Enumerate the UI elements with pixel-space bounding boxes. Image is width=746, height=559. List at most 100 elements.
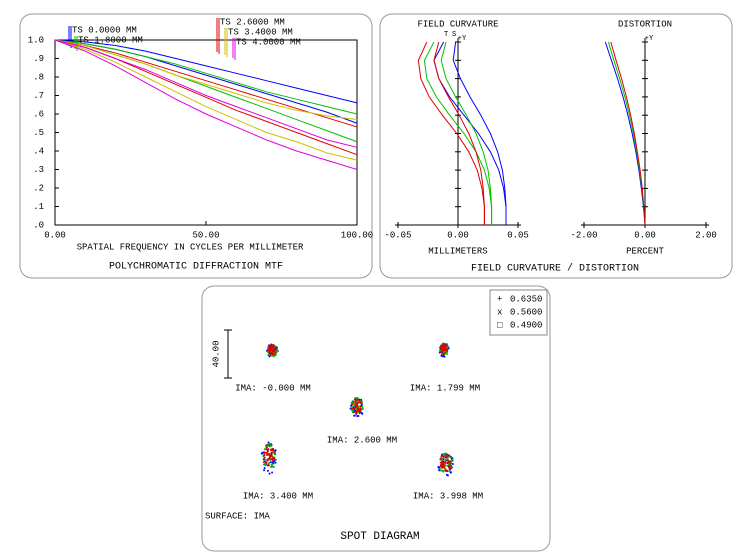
x-tick-label: 0.00	[44, 230, 66, 240]
spot-ray	[446, 348, 449, 351]
spot-ray	[448, 470, 451, 473]
spot-ray	[444, 468, 447, 471]
y-tick-label: .7	[33, 91, 44, 101]
spot-ray	[446, 352, 449, 355]
spot-ray	[274, 351, 277, 354]
spot-ray	[268, 457, 271, 460]
spot-ray	[266, 459, 269, 462]
legend-label: TS 1.8000 MM	[78, 35, 143, 45]
spot-ray	[443, 461, 446, 464]
spot-title: SPOT DIAGRAM	[340, 531, 419, 543]
spot-ray	[265, 443, 268, 446]
spot-ray	[265, 448, 268, 451]
spot-ray	[361, 412, 364, 415]
spot-ray	[264, 460, 267, 463]
mtf-panel	[19, 13, 373, 279]
field-panel	[379, 13, 733, 279]
spot-ray	[354, 397, 357, 400]
spot-ray	[355, 412, 358, 415]
legend-label: TS 2.6000 MM	[220, 17, 285, 27]
spot-ray	[260, 452, 263, 455]
mtf-title: POLYCHROMATIC DIFFRACTION MTF	[109, 262, 283, 273]
y-tick-label: .6	[33, 109, 44, 119]
spot-ray	[265, 446, 268, 449]
spot-ray	[448, 465, 451, 468]
spot-ray	[271, 349, 274, 352]
spot-ray	[273, 350, 276, 353]
spot-ray	[354, 406, 357, 409]
x-tick-label: 2.00	[695, 230, 717, 240]
y-tick-label: .2	[33, 183, 44, 193]
spot-ray	[358, 399, 361, 402]
axis-label: +Y	[458, 35, 467, 43]
spot-ray	[444, 452, 447, 455]
spot-ray	[443, 466, 446, 469]
spot-ray	[354, 400, 357, 403]
spot-ray	[268, 472, 271, 475]
spot-ray	[444, 348, 447, 351]
spot-ray	[269, 458, 272, 461]
spot-ray	[268, 351, 271, 354]
mtf-line	[54, 39, 358, 121]
spot-ray	[271, 459, 274, 462]
spot-ray	[355, 405, 358, 408]
spot-ray	[441, 353, 444, 356]
spot-ray	[353, 404, 356, 407]
spot-ray	[441, 460, 444, 463]
spot-ray	[445, 473, 448, 476]
y-tick-label: 1.0	[28, 35, 44, 45]
spot-ray	[264, 464, 267, 467]
curve	[417, 41, 485, 225]
spot-ray	[447, 455, 450, 458]
spot-ray	[360, 403, 363, 406]
spot-ray	[451, 466, 454, 469]
spot-ray	[272, 344, 275, 347]
spot-ray	[274, 346, 277, 349]
spot-ray	[359, 407, 362, 410]
y-tick-label: .0	[33, 220, 44, 230]
scale-label: 40.00	[211, 340, 221, 367]
spot-ray	[273, 353, 276, 356]
spot-ray	[444, 469, 447, 472]
spot-ray	[275, 348, 278, 351]
spot-ray	[443, 355, 446, 358]
y-tick-label: .1	[33, 202, 44, 212]
spot-ray	[359, 401, 362, 404]
spot-ray	[447, 461, 450, 464]
x-tick-label: 100.00	[341, 230, 373, 240]
spot-ray	[441, 466, 444, 469]
spot-ray	[265, 453, 268, 456]
spot-ray	[262, 458, 265, 461]
x-label: PERCENT	[626, 246, 664, 256]
spot-ray	[445, 351, 448, 354]
curve	[604, 41, 646, 226]
spot-ray	[449, 466, 452, 469]
spot-ray	[267, 448, 270, 451]
spot-ray	[265, 452, 268, 455]
spot-ray	[439, 457, 442, 460]
spot-ray	[268, 453, 271, 456]
legend-label: TS 0.0000 MM	[72, 25, 137, 35]
spot-ray	[263, 451, 266, 454]
spot-ray	[353, 414, 356, 417]
legend-symbol: x	[497, 307, 502, 317]
spot-ray	[358, 412, 361, 415]
spot-ray	[266, 469, 269, 472]
legend-label: T	[444, 31, 448, 39]
legend-label: 0.5600	[510, 307, 542, 317]
spot-ray	[270, 455, 273, 458]
legend-label: S	[452, 31, 456, 39]
spot-ray	[442, 345, 445, 348]
x-label: MILLIMETERS	[428, 246, 487, 256]
spot-ray	[270, 444, 273, 447]
spot-ray	[267, 441, 270, 444]
axis-label: +Y	[645, 35, 654, 43]
spot-ray	[451, 458, 454, 461]
spot-ray	[445, 456, 448, 459]
spot-ray	[449, 456, 452, 459]
spot-ray	[274, 461, 277, 464]
spot-ray	[442, 463, 445, 466]
x-tick-label: 0.05	[507, 230, 529, 240]
legend-label: 0.4900	[510, 320, 542, 330]
